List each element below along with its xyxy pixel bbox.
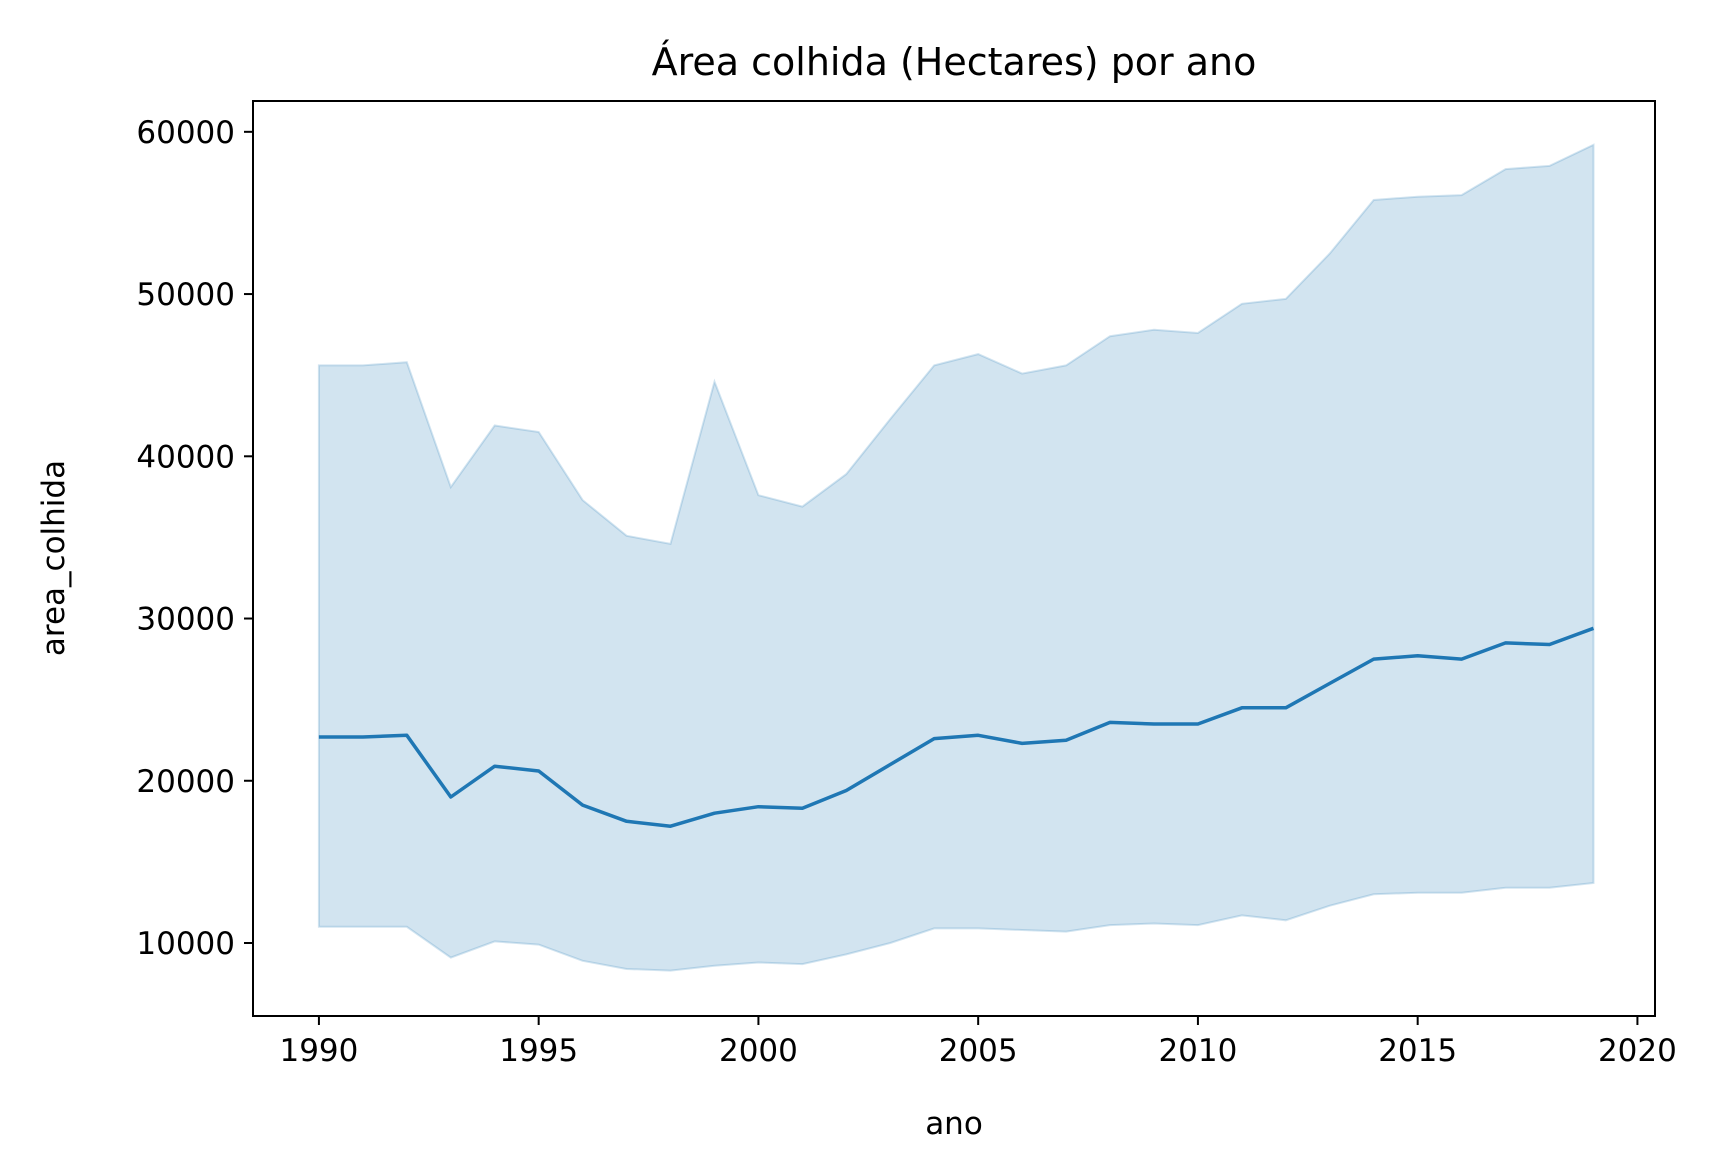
x-tick-label: 2000 xyxy=(719,1033,798,1069)
y-tick-label: 50000 xyxy=(136,277,235,313)
plot-frame xyxy=(252,100,1656,1017)
x-tick-label: 2020 xyxy=(1598,1033,1677,1069)
y-tick-label: 20000 xyxy=(136,764,235,800)
y-tick-label: 40000 xyxy=(136,439,235,475)
y-tick-label: 10000 xyxy=(136,926,235,962)
x-tick-label: 2015 xyxy=(1378,1033,1457,1069)
x-tick-label: 1995 xyxy=(499,1033,578,1069)
x-axis: 1990 1995 2000 2005 2010 2015 2020 xyxy=(279,1016,1677,1069)
mean-line xyxy=(318,626,1595,828)
y-tick-label: 60000 xyxy=(136,115,235,151)
x-tick-label: 2010 xyxy=(1158,1033,1237,1069)
x-tick-label: 2005 xyxy=(939,1033,1018,1069)
confidence-band xyxy=(317,143,1595,972)
plot-area xyxy=(317,143,1595,972)
x-tick-label: 1990 xyxy=(279,1033,358,1069)
y-axis-label: area_colhida xyxy=(36,460,72,656)
chart-title: Área colhida (Hectares) por ano xyxy=(652,40,1257,84)
y-tick-label: 30000 xyxy=(136,602,235,638)
y-axis: 10000 20000 30000 40000 50000 60000 xyxy=(136,115,253,962)
x-axis-label: ano xyxy=(925,1106,983,1142)
